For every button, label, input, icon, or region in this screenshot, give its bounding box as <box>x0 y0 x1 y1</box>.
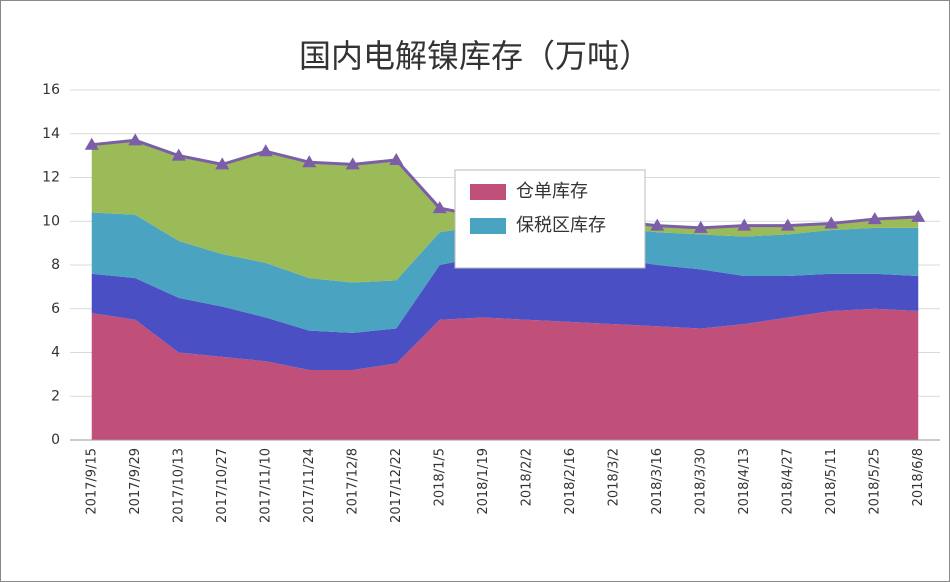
area <box>91 254 919 370</box>
x-tick-label: 2018/2/16 <box>563 448 578 515</box>
y-tick-label: 14 <box>42 126 60 142</box>
y-tick-label: 0 <box>51 432 60 448</box>
total-marker <box>780 218 795 231</box>
x-tick-label: 2017/11/10 <box>258 448 273 523</box>
total-marker <box>389 153 404 165</box>
x-tick-label: 2017/12/22 <box>389 448 404 523</box>
x-tick-label: 2018/3/16 <box>650 448 665 515</box>
x-tick-label: 2017/9/29 <box>128 448 143 515</box>
total-marker <box>128 133 143 146</box>
x-tick-label: 2018/3/30 <box>693 448 708 515</box>
y-tick-label: 6 <box>51 301 60 317</box>
total-marker <box>737 218 752 231</box>
total-marker <box>345 157 360 170</box>
y-tick-label: 8 <box>51 257 60 273</box>
legend-label: 保税区库存 <box>516 215 606 236</box>
total-marker <box>911 209 926 222</box>
total-marker <box>171 148 186 161</box>
x-tick-label: 2017/10/27 <box>215 448 230 523</box>
legend-swatch <box>470 218 506 234</box>
area <box>91 308 919 440</box>
total-marker <box>693 220 708 233</box>
total-marker <box>824 216 839 229</box>
x-tick-label: 2017/10/13 <box>171 448 186 523</box>
total-marker <box>650 218 665 231</box>
x-tick-label: 2017/12/8 <box>345 448 360 515</box>
y-tick-label: 12 <box>42 170 60 186</box>
x-tick-label: 2018/2/2 <box>519 448 534 506</box>
total-marker <box>215 157 230 170</box>
x-tick-label: 2018/4/27 <box>780 448 795 515</box>
area <box>91 212 919 333</box>
x-tick-label: 2018/1/19 <box>476 448 491 515</box>
total-marker <box>867 212 882 225</box>
area <box>91 140 919 283</box>
x-tick-label: 2018/5/11 <box>824 448 839 515</box>
x-tick-label: 2018/5/25 <box>867 448 882 515</box>
x-tick-label: 2017/9/15 <box>84 448 99 515</box>
y-tick-label: 2 <box>51 388 60 404</box>
x-tick-label: 2018/4/13 <box>737 448 752 515</box>
y-tick-label: 16 <box>42 82 60 98</box>
chart-title: 国内电解镍库存（万吨） <box>299 37 651 75</box>
total-marker <box>258 144 273 157</box>
total-marker <box>84 137 99 150</box>
total-marker <box>432 201 447 214</box>
y-tick-label: 10 <box>42 213 60 229</box>
total-marker <box>302 155 317 168</box>
x-tick-label: 2018/1/5 <box>432 448 447 506</box>
legend-swatch <box>470 184 506 200</box>
y-tick-label: 4 <box>51 345 60 361</box>
x-tick-label: 2017/11/24 <box>302 448 317 523</box>
x-tick-label: 2018/3/2 <box>606 448 621 506</box>
x-tick-label: 2018/6/8 <box>911 448 926 506</box>
legend-label: 仓单库存 <box>516 181 588 202</box>
